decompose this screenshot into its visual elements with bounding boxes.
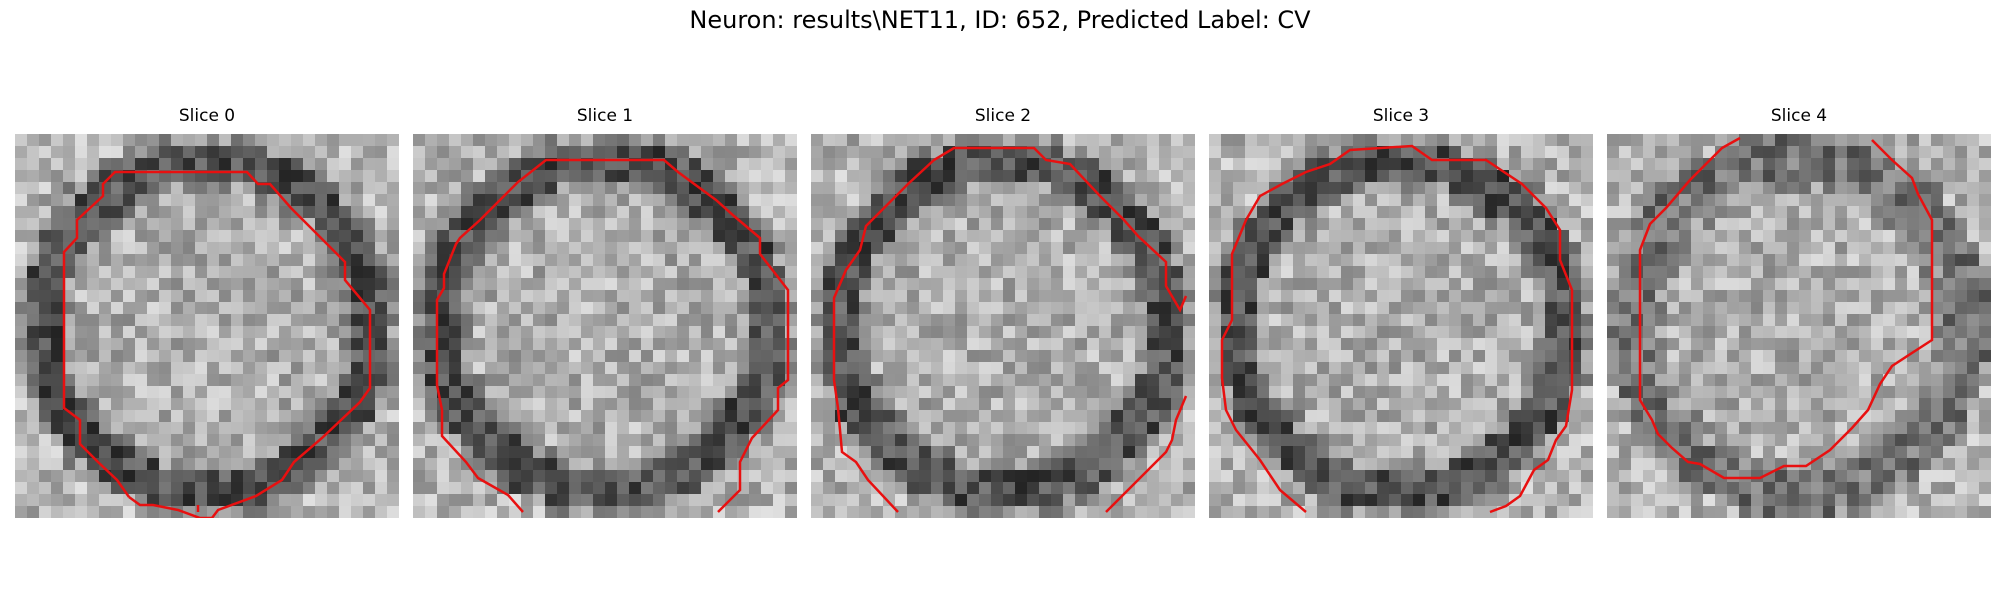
contour-1 <box>435 158 790 513</box>
contour-2b <box>1105 395 1188 513</box>
slice-title-1: Slice 1 <box>576 106 634 126</box>
figure-title: Neuron: results\NET11, ID: 652, Predicte… <box>689 6 1311 34</box>
slice-image-1 <box>413 134 797 518</box>
slice-image-2 <box>811 134 1195 518</box>
slice-title-0: Slice 0 <box>178 106 236 126</box>
slice-panel-1: Slice 1 <box>413 106 797 518</box>
slice-panel-4: Slice 4 <box>1607 106 1991 518</box>
slice-image-0 <box>15 134 399 518</box>
slice-image-4 <box>1607 134 1991 518</box>
slice-image-3 <box>1209 134 1593 518</box>
slice-panel-3: Slice 3 <box>1209 106 1593 518</box>
slice-title-2: Slice 2 <box>974 106 1032 126</box>
slice-panel-0: Slice 0 <box>15 106 399 518</box>
slice-panel-2: Slice 2 <box>811 106 1195 518</box>
slice-title-4: Slice 4 <box>1770 106 1828 126</box>
slice-title-3: Slice 3 <box>1372 106 1430 126</box>
contour-2 <box>832 146 1188 513</box>
contour-0 <box>62 170 372 518</box>
contour-3 <box>1220 144 1574 514</box>
contour-4 <box>1638 136 1934 480</box>
